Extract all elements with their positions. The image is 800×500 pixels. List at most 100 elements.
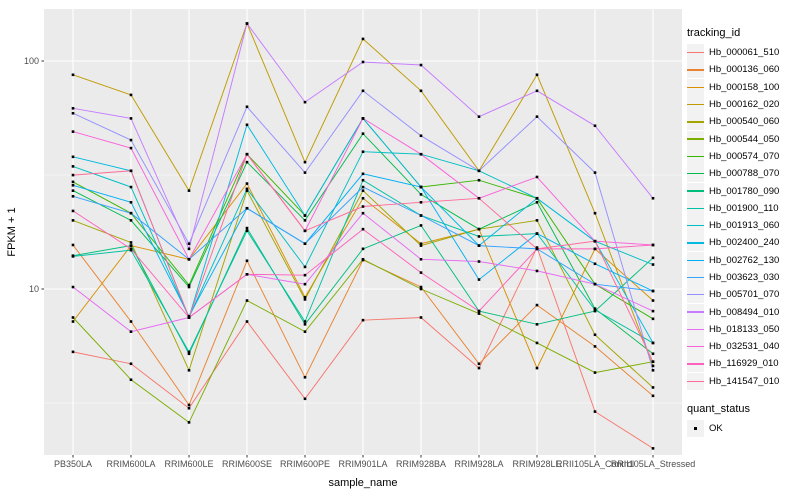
legend-line-swatch-icon [687, 311, 704, 313]
data-point [651, 364, 655, 368]
data-point [535, 201, 539, 204]
legend-item: Hb_008494_010 [687, 303, 799, 321]
data-point [303, 242, 307, 246]
data-point [71, 320, 75, 323]
legend-label: Hb_000158_100 [709, 81, 780, 93]
data-point [303, 214, 307, 217]
data-point [303, 160, 307, 164]
data-point [129, 378, 133, 382]
data-point [71, 165, 75, 168]
data-point [419, 63, 423, 67]
data-point [361, 211, 365, 215]
data-point [361, 150, 365, 154]
data-point [129, 320, 133, 323]
legend-label: Hb_001780_090 [709, 185, 780, 197]
data-point [245, 189, 249, 192]
legend-label: Hb_001900_110 [709, 202, 779, 214]
data-point [651, 360, 655, 363]
data-point [361, 257, 365, 261]
legend-line-swatch-icon [687, 380, 704, 382]
y-tick-label: 10 [29, 284, 39, 294]
legend-item: Hb_003623_030 [687, 269, 799, 286]
data-point [651, 352, 655, 356]
data-point [535, 341, 539, 345]
data-point [71, 155, 75, 159]
data-point [361, 189, 365, 192]
legend: tracking_id Hb_000061_510 Hb_000136_060 Hb… [687, 27, 799, 438]
legend-label: Hb_000061_510 [709, 47, 780, 59]
legend-key [687, 217, 704, 235]
legend-line-swatch-icon [687, 138, 704, 140]
legend-line-swatch-icon [687, 69, 704, 71]
data-point [361, 185, 365, 189]
data-point [419, 242, 423, 246]
y-axis-title: FPKM + 1 [6, 207, 18, 256]
data-point [419, 89, 423, 93]
legend-item: Hb_141547_010 [687, 372, 799, 390]
data-point [303, 171, 307, 174]
data-point [477, 260, 481, 263]
data-point [71, 183, 75, 187]
legend-line-swatch-icon [687, 190, 704, 192]
legend-item: Hb_000788_070 [687, 165, 799, 183]
legend-key [687, 130, 704, 148]
x-tick-label: RRII105LA_Control [556, 459, 634, 469]
data-point [71, 173, 75, 177]
data-point [245, 187, 249, 191]
y-tick-label: 100 [24, 56, 39, 66]
legend-item: Hb_001900_110 [687, 199, 799, 217]
data-point [187, 242, 191, 246]
data-point [361, 60, 365, 64]
data-point [187, 406, 191, 410]
legend-key [687, 165, 704, 183]
legend-label: Hb_032531_040 [709, 341, 780, 353]
legend-label: Hb_002400_240 [709, 237, 780, 249]
legend-label: Hb_000136_060 [709, 64, 780, 76]
data-point [593, 410, 597, 413]
data-point [187, 257, 191, 261]
legend-line-swatch-icon [687, 276, 704, 279]
data-point [303, 219, 307, 222]
data-point [245, 229, 249, 233]
data-point [477, 278, 481, 281]
data-point [477, 312, 481, 315]
data-point [129, 93, 133, 97]
legend-key [687, 269, 704, 286]
legend-key [687, 320, 704, 338]
data-point [245, 152, 249, 156]
data-point [71, 180, 75, 184]
data-point [593, 282, 597, 286]
data-point [651, 196, 655, 200]
x-tick-label: RRIM600PE [280, 459, 330, 469]
data-point [187, 421, 191, 424]
data-point [129, 219, 133, 222]
data-point [245, 22, 249, 25]
data-point [535, 219, 539, 222]
data-point [129, 248, 133, 252]
data-point [245, 206, 249, 210]
legend-item: Hb_000574_070 [687, 147, 799, 165]
data-point [651, 243, 655, 247]
data-point [419, 257, 423, 261]
data-point [71, 107, 75, 110]
data-point [303, 282, 307, 286]
data-point [71, 285, 75, 289]
legend-item: Hb_000540_060 [687, 113, 799, 131]
legend-key [687, 286, 704, 304]
legend-line-swatch-icon [687, 242, 704, 244]
data-point [419, 193, 423, 196]
data-point [129, 241, 133, 244]
legend-key [687, 113, 704, 131]
legend-label: Hb_116929_010 [709, 358, 779, 370]
legend-label: Hb_002762_130 [709, 254, 780, 266]
data-point [129, 211, 133, 215]
data-point [651, 317, 655, 321]
legend-label: Hb_000788_070 [709, 168, 780, 180]
legend-key [687, 420, 704, 438]
data-point [71, 73, 75, 77]
data-point [651, 394, 655, 398]
x-tick-label: RRIM600LE [164, 459, 213, 469]
data-point [477, 227, 481, 231]
legend-entries: Hb_000061_510 Hb_000136_060 Hb_000158_100 H… [687, 44, 799, 390]
data-point [651, 256, 655, 260]
